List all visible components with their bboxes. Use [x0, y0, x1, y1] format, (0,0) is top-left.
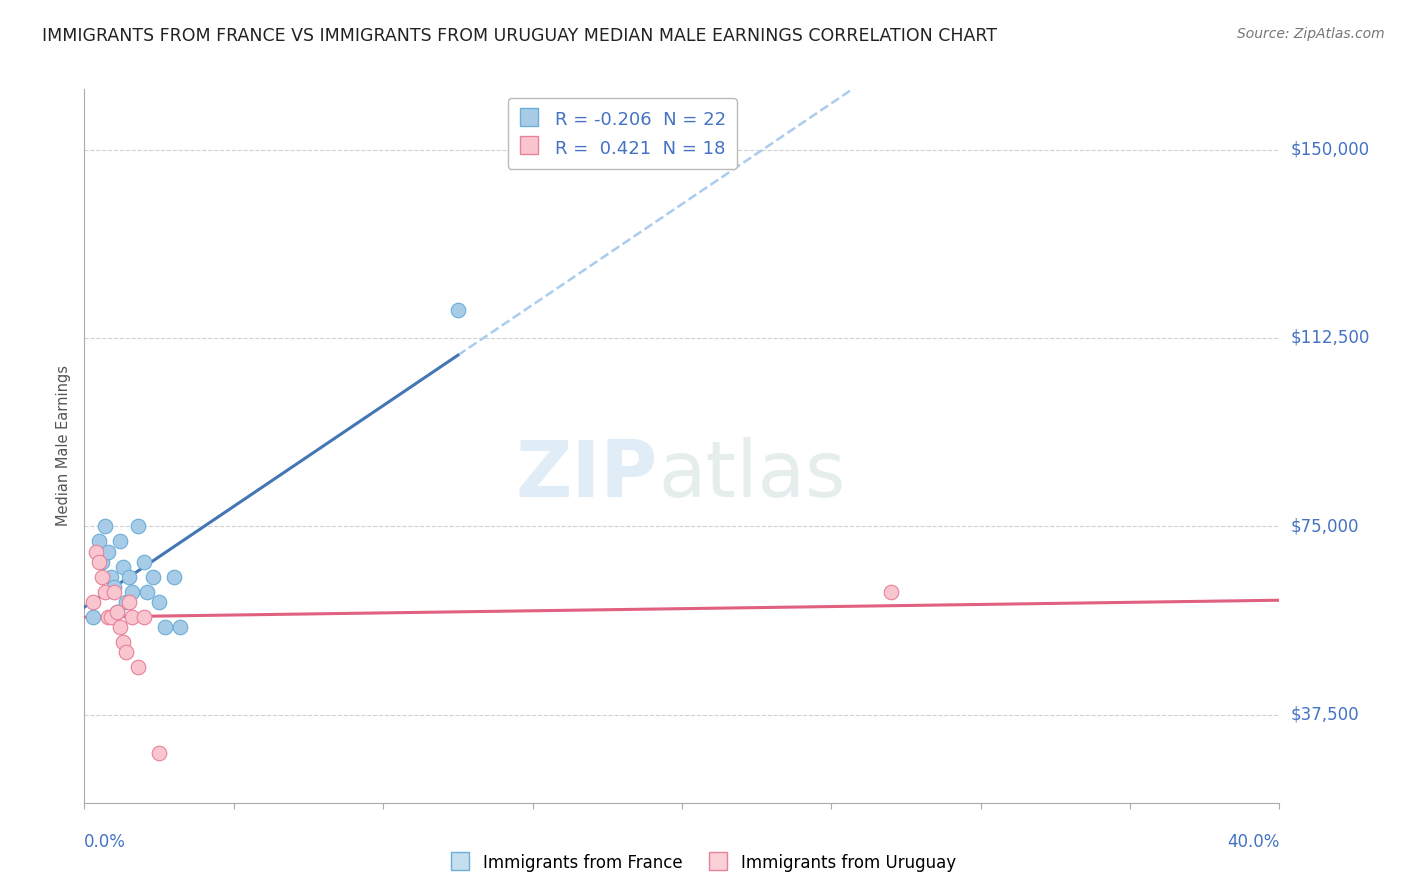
Point [132, 610, 156, 624]
Point [447, 303, 470, 318]
Point [82, 610, 104, 624]
Point [86, 544, 108, 558]
Point [112, 635, 135, 649]
Point [110, 534, 132, 549]
Point [105, 605, 128, 619]
Text: 0.0%: 0.0% [84, 833, 127, 851]
Point [91, 569, 114, 583]
Point [100, 610, 122, 624]
Point [118, 569, 141, 583]
Point [91, 555, 114, 569]
Point [97, 610, 120, 624]
Text: $37,500: $37,500 [1291, 706, 1360, 723]
Point [880, 584, 903, 599]
Point [94, 584, 117, 599]
Text: $150,000: $150,000 [1291, 141, 1369, 159]
Point [153, 620, 176, 634]
Point [115, 645, 138, 659]
Point [127, 660, 149, 674]
Text: ZIP: ZIP [516, 436, 658, 513]
Y-axis label: Median Male Earnings: Median Male Earnings [56, 366, 72, 526]
Legend: R = -0.206  N = 22, R =  0.421  N = 18: R = -0.206 N = 22, R = 0.421 N = 18 [508, 98, 737, 169]
Point [94, 519, 117, 533]
Point [118, 595, 141, 609]
Point [115, 595, 138, 609]
Point [105, 605, 128, 619]
Text: atlas: atlas [658, 436, 845, 513]
Text: 40.0%: 40.0% [1227, 833, 1279, 851]
Point [103, 584, 125, 599]
Point [127, 519, 149, 533]
Point [121, 610, 143, 624]
Point [89, 534, 111, 549]
Point [82, 595, 104, 609]
Text: IMMIGRANTS FROM FRANCE VS IMMIGRANTS FROM URUGUAY MEDIAN MALE EARNINGS CORRELATI: IMMIGRANTS FROM FRANCE VS IMMIGRANTS FRO… [42, 27, 997, 45]
Legend: Immigrants from France, Immigrants from Uruguay: Immigrants from France, Immigrants from … [443, 847, 963, 880]
Point [136, 584, 159, 599]
Text: $75,000: $75,000 [1291, 517, 1360, 535]
Point [142, 569, 165, 583]
Point [100, 569, 122, 583]
Point [97, 544, 120, 558]
Point [89, 555, 111, 569]
Point [103, 580, 125, 594]
Point [110, 620, 132, 634]
Text: $112,500: $112,500 [1291, 329, 1369, 347]
Point [148, 746, 170, 760]
Point [121, 584, 143, 599]
Point [148, 595, 170, 609]
Point [163, 569, 186, 583]
Text: Source: ZipAtlas.com: Source: ZipAtlas.com [1237, 27, 1385, 41]
Point [112, 559, 135, 574]
Point [132, 555, 156, 569]
Point [169, 620, 191, 634]
